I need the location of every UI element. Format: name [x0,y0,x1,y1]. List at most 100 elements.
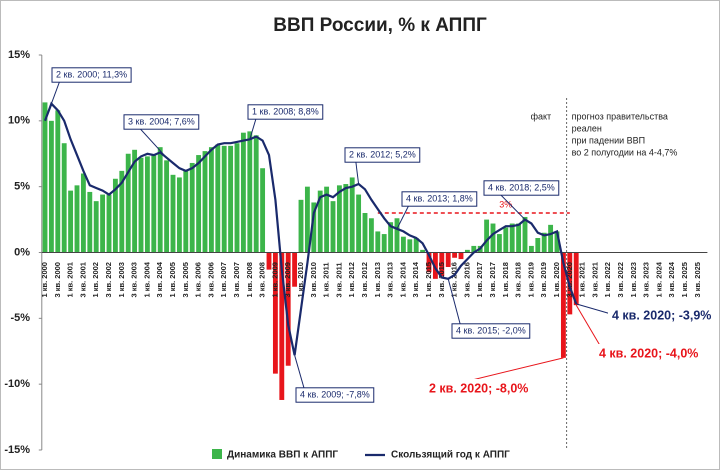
annotation-text: 4 кв. 2020; -4,0% [599,346,698,360]
annotation: 4 кв. 2013; 1,8% [396,191,478,230]
x-tick-label: 3 кв. 2022 [616,262,625,297]
bar [445,252,451,267]
bar [260,168,266,253]
bar [509,223,515,253]
annotation-text: 2 кв. 2000; 11,3% [56,69,127,79]
bar [381,234,387,253]
annotation-text: 3 кв. 2004; 7,6% [128,116,195,126]
bar [458,252,464,260]
annotation-box [451,323,531,339]
bar [74,185,80,253]
threshold-label: 3% [499,199,512,209]
x-tick-label: 3 кв. 2019 [539,262,548,297]
bar [292,252,298,287]
x-tick-label: 1 кв. 2019 [526,262,535,297]
bar [125,153,131,253]
annotation-text: 4 кв. 2015; -2,0% [456,325,526,335]
x-tick-label: 3 кв. 2023 [642,262,651,297]
x-tick-label: 1 кв. 2005 [168,262,177,297]
annotation-box [401,191,478,207]
annotation: 3 кв. 2004; 7,6% [123,114,200,159]
x-tick-label: 3 кв. 2008 [258,262,267,297]
bar [573,252,579,306]
bar [311,202,317,253]
bar [426,252,432,273]
bar [202,151,208,253]
bar [144,156,150,253]
x-tick-label: 3 кв. 2025 [693,262,702,297]
bar [138,157,144,253]
x-tick-label: 1 кв. 2000 [40,262,49,297]
x-tick-label: 1 кв. 2018 [501,262,510,297]
x-tick-label: 3 кв. 2016 [462,262,471,297]
bar [400,236,406,253]
y-tick-label: -15% [4,444,30,456]
bar [516,223,522,253]
bar [240,132,246,253]
annotation-text: 2 кв. 2020; -8,0% [429,381,528,395]
x-tick-label: 1 кв. 2011 [322,262,331,297]
x-tick-label: 3 кв. 2020 [565,262,574,297]
x-tick-label: 1 кв. 2016 [450,262,459,297]
y-tick-label: 15% [8,49,30,61]
bar [272,252,278,374]
x-tick-label: 1 кв. 2013 [373,262,382,297]
annotation-box [51,67,132,83]
bar [61,143,67,253]
rolling-line [43,101,578,356]
bar [407,239,413,253]
bar [119,170,125,253]
bar [87,191,93,253]
annotation-text: 1 кв. 2008; 8,8% [252,106,319,116]
legend-swatch [212,449,222,459]
x-tick-label: 1 кв. 2010 [296,262,305,297]
annotation-text: 2 кв. 2012; 5,2% [349,149,416,159]
x-tick-label: 3 кв. 2021 [590,262,599,297]
bar [80,173,86,253]
bar [349,177,355,253]
legend: Динамика ВВП к АППГ Скользящий год к АППГ [212,449,510,461]
x-tick-label: 3 кв. 2002 [104,262,113,297]
x-tick-label: 1 кв. 2025 [680,262,689,297]
annotation: 4 кв. 2020; -3,9% [576,303,716,326]
bar [183,170,189,253]
x-tick-label: 3 кв. 2010 [309,262,318,297]
annotation-box [425,379,533,399]
bar [343,184,349,253]
bar [541,232,547,253]
bar [266,252,272,270]
bar [535,238,541,253]
bar [471,245,477,253]
annotation-box [295,387,375,403]
bar [464,249,470,253]
bar [528,245,534,253]
x-tick-label: 3 кв. 2004 [155,261,164,297]
annotation-box [247,104,324,120]
y-tick-label: -5% [10,312,30,324]
x-tick-label: 1 кв. 2015 [424,262,433,297]
x-tick-label: 1 кв. 2001 [66,262,75,297]
bar [221,145,227,253]
annotation-text: 4 кв. 2009; -7,8% [300,389,370,399]
annotation: 4 кв. 2018; 2,5% [483,180,560,220]
bar [164,160,170,253]
x-tick-label: 1 кв. 2004 [142,261,151,297]
forecast-note: прогноз правительства [572,111,668,121]
x-tick-label: 1 кв. 2022 [603,262,612,297]
bar [208,147,214,253]
x-tick-label: 1 кв. 2002 [91,262,100,297]
x-tick-label: 1 кв. 2006 [194,262,203,297]
annotation: 4 кв. 2009; -7,8% [294,355,375,403]
x-tick-label: 3 кв. 2011 [334,262,343,297]
x-tick-label: 1 кв. 2023 [629,262,638,297]
bar [336,185,342,253]
bar [503,227,509,253]
bar [196,155,202,253]
x-tick-label: 3 кв. 2006 [206,262,215,297]
forecast-note: во 2 полугодии на 4-4,7% [572,147,678,157]
bar [234,143,240,253]
annotation: 2 кв. 2012; 5,2% [344,147,421,185]
x-tick-label: 3 кв. 2000 [53,262,62,297]
annotation-box [608,306,716,326]
x-tick-label: 3 кв. 2007 [232,262,241,297]
